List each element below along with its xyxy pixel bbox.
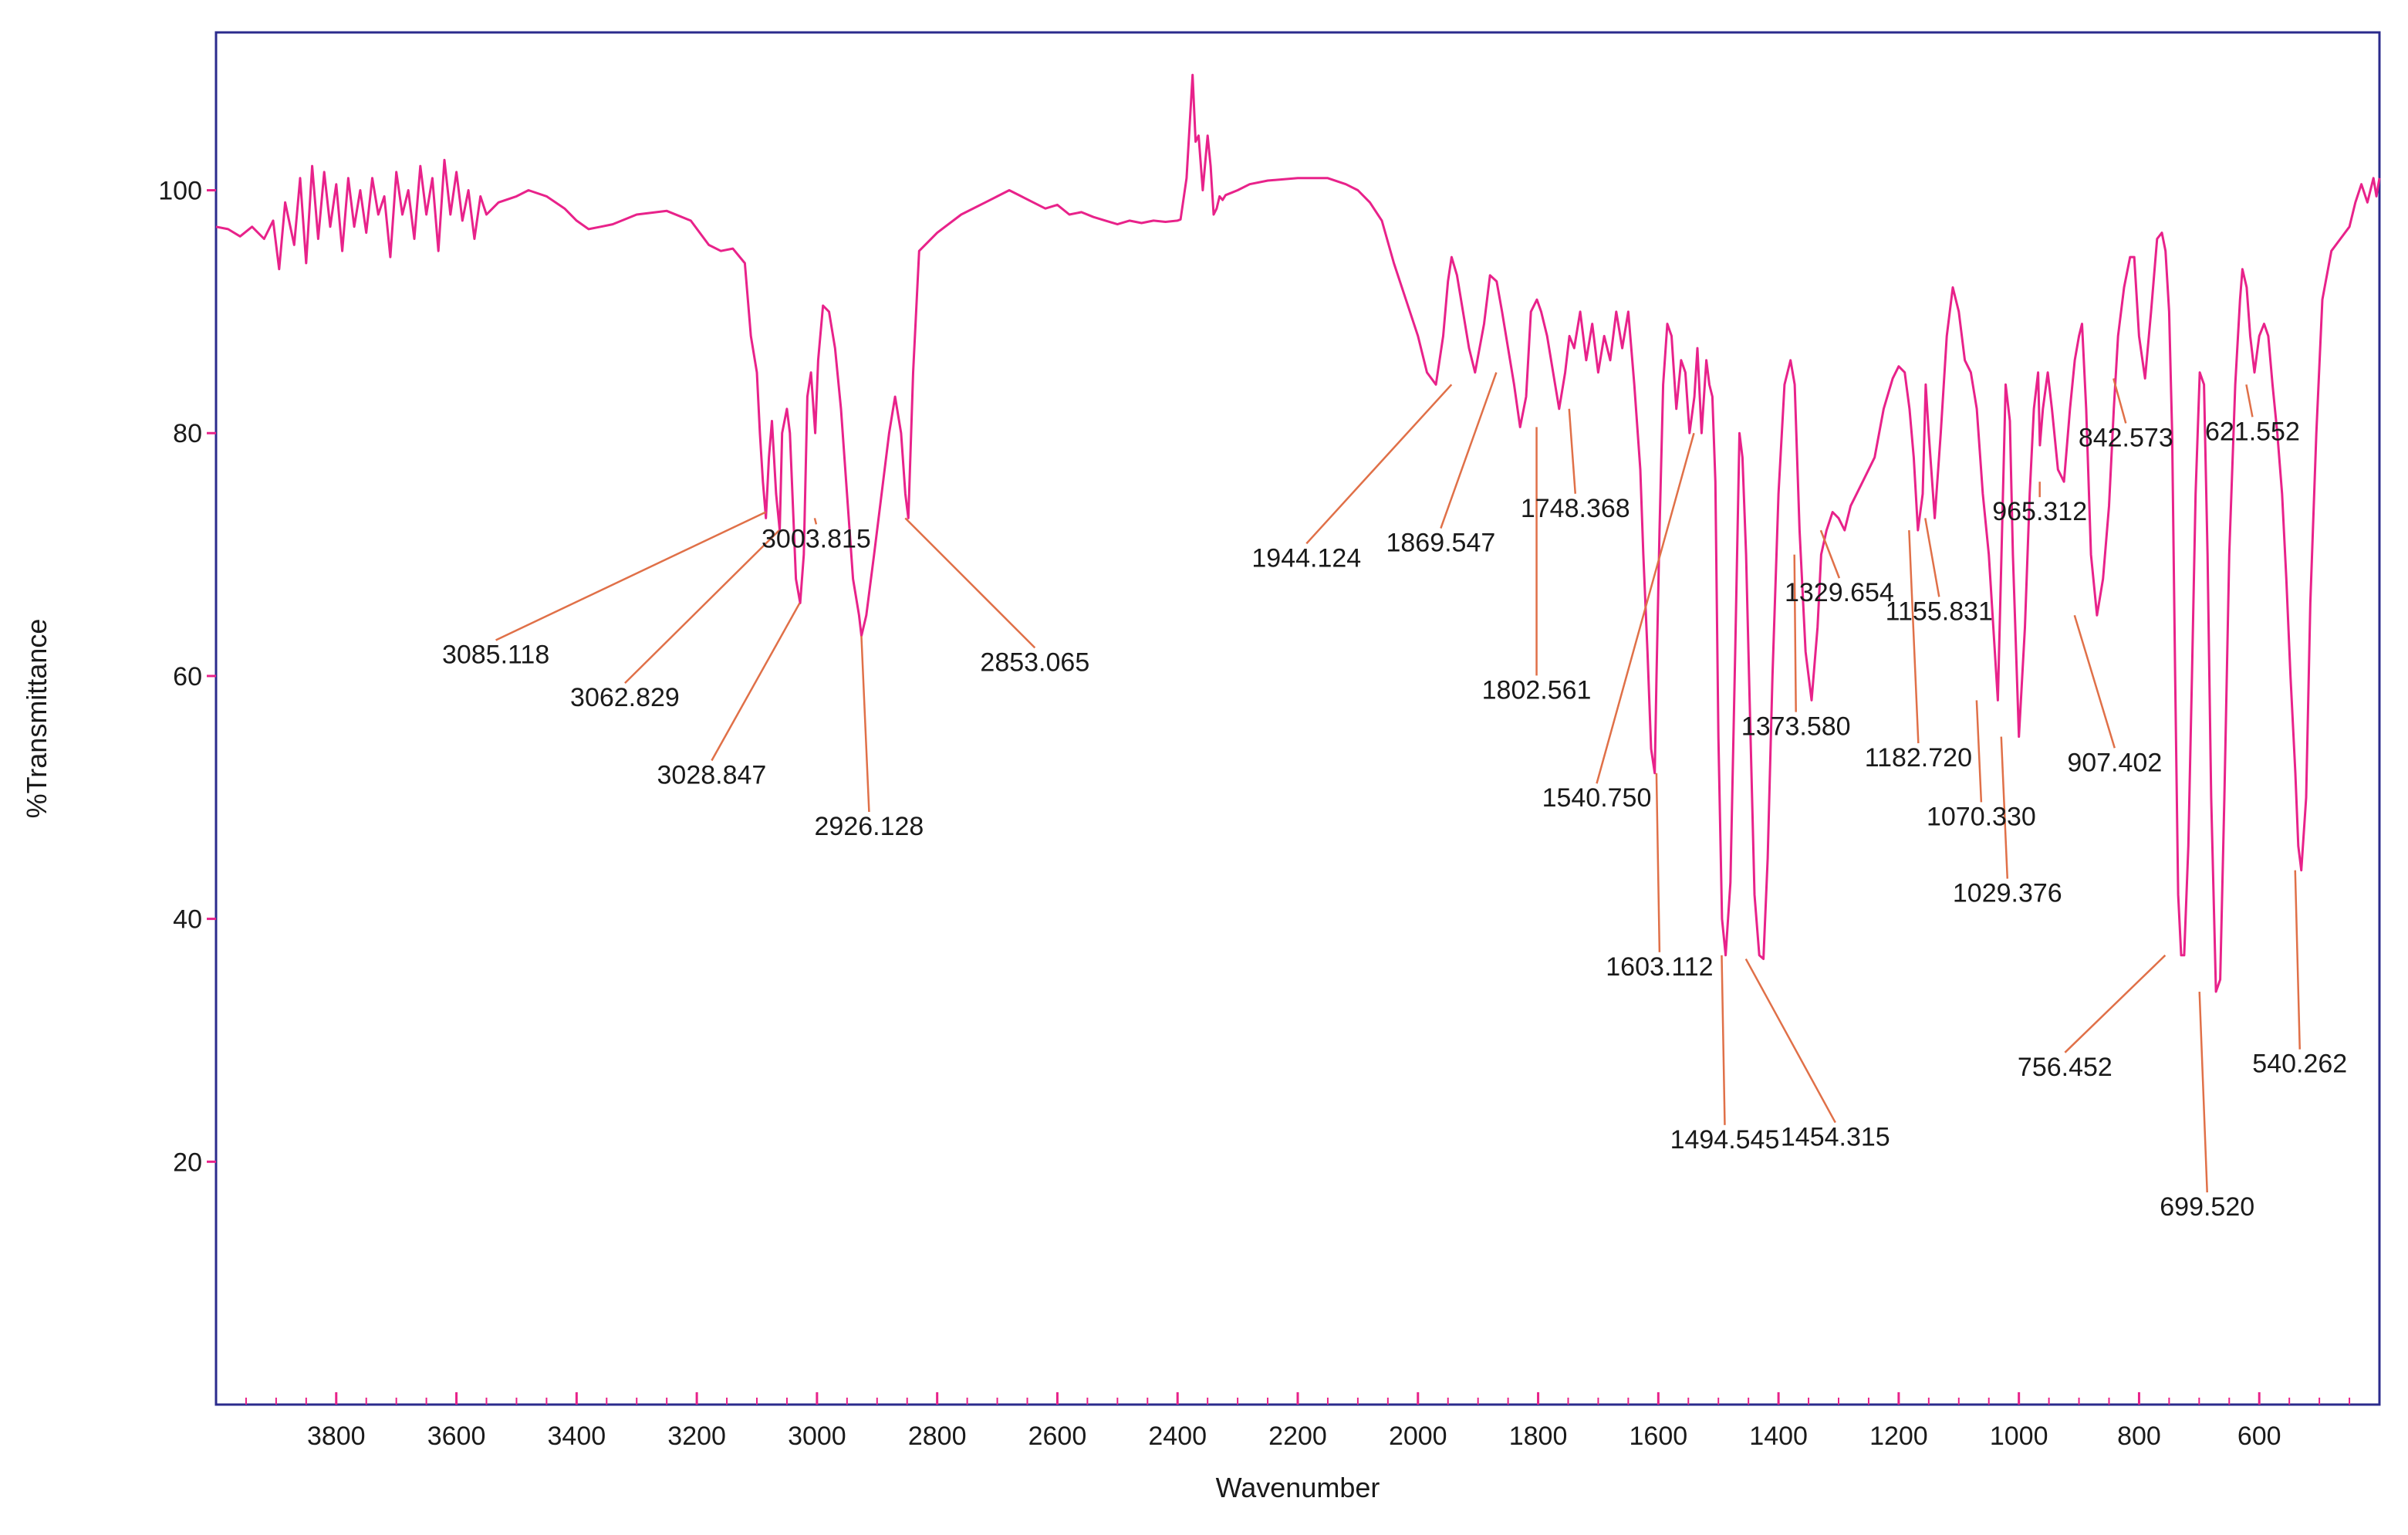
x-tick-label: 2400	[1148, 1422, 1207, 1451]
peak-label: 3085.118	[442, 641, 549, 670]
peak-label: 1454.315	[1781, 1123, 1890, 1152]
x-tick-label: 3400	[548, 1422, 606, 1451]
peak-label: 3028.847	[657, 761, 767, 790]
peak-leader-line	[1908, 530, 1920, 744]
peak-label: 756.452	[2018, 1053, 2112, 1082]
peak-label: 1182.720	[1865, 743, 1972, 773]
peak-leader-line	[2198, 991, 2208, 1193]
y-axis-label: %Transmittance	[21, 619, 52, 819]
peak-leader-line	[1924, 518, 1940, 597]
x-tick-label: 1600	[1630, 1422, 1688, 1451]
peak-leader-line	[2064, 954, 2167, 1053]
peak-label: 1155.831	[1886, 597, 1993, 626]
peak-label: 1494.545	[1670, 1125, 1780, 1155]
x-tick-label: 600	[2237, 1422, 2281, 1451]
peak-label: 1748.368	[1521, 494, 1630, 523]
peak-label: 1869.547	[1386, 529, 1495, 558]
peak-label: 907.402	[2067, 748, 2162, 777]
peak-leader-lines	[495, 372, 2302, 1193]
x-tick-label: 1800	[1509, 1422, 1568, 1451]
peak-label: 1944.124	[1251, 543, 1361, 573]
peak-leader-line	[2000, 736, 2009, 879]
peak-label: 1802.561	[1482, 675, 1592, 705]
peak-leader-line	[813, 518, 818, 525]
peak-leader-line	[2112, 378, 2127, 424]
peak-leader-line	[860, 635, 870, 813]
peak-label: 3003.815	[762, 524, 871, 553]
x-tick-label: 1000	[1990, 1422, 2048, 1451]
axis-ticks: 3800 3600 3400 3200 3000 2800 2600 2400 2200 2000…	[158, 177, 2281, 1451]
peak-leader-line	[1744, 958, 1836, 1124]
plot-frame	[214, 31, 2381, 1406]
peak-leader-line	[2245, 384, 2254, 418]
peak-label: 842.573	[2079, 423, 2173, 452]
x-axis-label: Wavenumber	[1216, 1472, 1380, 1503]
peak-leader-line	[1655, 773, 1661, 952]
peak-label: 2926.128	[815, 812, 924, 841]
peak-label: 1603.112	[1606, 952, 1713, 982]
peak-leader-line	[624, 529, 780, 685]
x-tick-label: 2200	[1268, 1422, 1327, 1451]
x-tick-label: 3200	[667, 1422, 726, 1451]
peak-label: 540.262	[2252, 1050, 2347, 1079]
peak-label: 1373.580	[1741, 712, 1851, 742]
spectrum-line	[215, 73, 2381, 993]
peak-leader-line	[904, 517, 1036, 649]
peak-leader-line	[495, 511, 767, 641]
x-tick-label: 3600	[427, 1422, 486, 1451]
y-tick-label: 100	[158, 177, 202, 206]
peak-leader-line	[1819, 529, 1841, 579]
peak-label: 965.312	[1992, 497, 2087, 526]
peak-label: 699.520	[2160, 1192, 2254, 1222]
peak-leader-line	[1596, 432, 1695, 784]
y-tick-label: 60	[173, 662, 202, 691]
peak-label: 621.552	[2205, 417, 2300, 446]
x-tick-label: 3800	[307, 1422, 366, 1451]
x-tick-label: 3000	[788, 1422, 846, 1451]
peak-label: 1029.376	[1953, 879, 2062, 908]
x-tick-label: 2000	[1389, 1422, 1447, 1451]
y-tick-label: 80	[173, 419, 202, 448]
peak-leader-line	[1721, 955, 1726, 1125]
peak-leader-line	[1793, 554, 1797, 712]
peak-label: 2853.065	[980, 647, 1089, 677]
y-tick-label: 20	[173, 1148, 202, 1177]
x-tick-label: 1400	[1749, 1422, 1808, 1451]
y-tick-label: 40	[173, 905, 202, 935]
peak-leader-line	[2073, 614, 2116, 749]
peak-label: 1070.330	[1927, 802, 2036, 831]
peak-label: 3062.829	[570, 683, 680, 712]
x-tick-label: 2600	[1028, 1422, 1087, 1451]
minor-ticks	[245, 1398, 2351, 1405]
peak-leader-line	[1975, 700, 1983, 803]
peak-leader-line	[1568, 408, 1577, 494]
peak-leader-line	[2294, 870, 2302, 1050]
peak-label: 1540.750	[1542, 783, 1652, 813]
x-tick-label: 2800	[908, 1422, 967, 1451]
peak-labels: 3085.118 3062.829 3028.847 3003.815 2926.128…	[442, 417, 2347, 1222]
peak-label: 1329.654	[1785, 578, 1894, 607]
peak-leader-line	[711, 602, 801, 762]
x-tick-label: 1200	[1869, 1422, 1928, 1451]
peak-leader-line	[1305, 384, 1453, 545]
x-tick-label: 800	[2117, 1422, 2161, 1451]
peak-leader-line	[1440, 372, 1498, 529]
